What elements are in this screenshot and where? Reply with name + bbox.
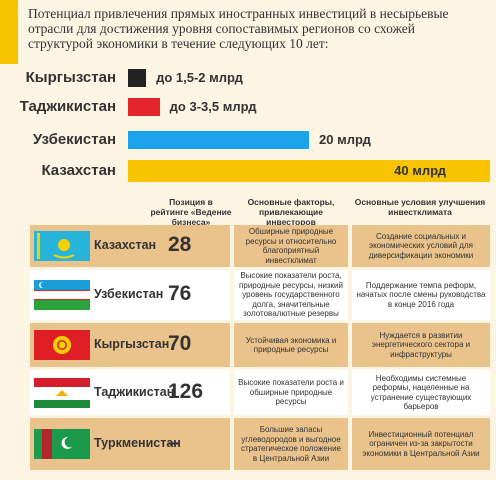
table-row: Казахстан 28 Обширные природные ресурсы и … [30, 225, 490, 267]
bar [128, 69, 147, 87]
cell-text: Создание социальных и экономических усло… [368, 231, 474, 260]
rank: 76 [168, 282, 192, 305]
flag [34, 280, 90, 310]
flag-image [34, 330, 90, 360]
table-row: Таджикистан 126 Высокие показатели роста и… [30, 370, 490, 415]
cell-bg [234, 270, 348, 320]
flag-image [34, 280, 90, 310]
cell-text: Высокие показатели роста и обширные прир… [238, 378, 344, 407]
flag [34, 377, 90, 408]
flag [34, 330, 90, 360]
flag-image [34, 231, 90, 261]
cell-bg [234, 323, 348, 367]
cell-text: Поддержание темпа реформ, начатых после … [356, 280, 486, 309]
value-label: 40 млрд [394, 163, 446, 178]
country-name: Туркменистан [94, 436, 181, 450]
cell-text: Необходимы системные реформы, нацеленные… [370, 373, 472, 412]
cell-bg [234, 418, 348, 470]
column-header: Позиция в рейтинге «Ведение бизнеса» [150, 197, 232, 227]
accent-bar [0, 0, 18, 64]
country-name: Кыргызстан [94, 337, 170, 351]
rank: 70 [168, 332, 192, 355]
cell-bg [234, 370, 348, 415]
cell-bg [352, 323, 490, 367]
cell-bg [352, 225, 490, 267]
cell-bg [352, 418, 490, 470]
value-label: до 3-3,5 млрд [169, 99, 257, 114]
table-row: Узбекистан 76 Высокие показатели роста, пр… [30, 270, 490, 320]
country-name: Таджикистан [94, 384, 175, 399]
flag [34, 429, 90, 459]
table-row: Кыргызстан 70 Устойчивая экономика и приро… [30, 323, 490, 367]
cell-bg [352, 370, 490, 415]
cell-text: Обширные природные ресурсы и относительн… [245, 227, 337, 265]
cell-text: Инвестиционный потенциал ограничен из-за… [362, 429, 480, 458]
rank: 28 [168, 233, 192, 256]
cell-bg [352, 270, 490, 320]
cell-text: Устойчивая экономика и природные ресурсы [245, 335, 337, 355]
rank: 126 [168, 379, 204, 403]
column-header: Основные условия улучшения инвестклимата [354, 197, 486, 217]
bar [128, 98, 160, 116]
category-label: Казахстан [41, 162, 116, 179]
cell-text: Большие запасы углеводородов и выгодное … [241, 425, 341, 463]
value-label: до 1,5-2 млрд [156, 70, 243, 85]
category-label: Кыргызстан [25, 69, 116, 86]
category-label: Таджикистан [19, 98, 116, 115]
value-label: 20 млрд [319, 132, 371, 147]
country-name: Казахстан [94, 238, 157, 252]
flag-image [34, 377, 90, 408]
country-name: Узбекистан [94, 287, 164, 301]
table-row: Туркменистан – Большие запасы углеводородо… [30, 418, 490, 470]
title: Потенциал привлечения прямых иностранных… [28, 6, 449, 51]
flag-image [34, 429, 90, 459]
cell-bg [234, 225, 348, 267]
column-header: Основные факторы, привлекающие инвесторо… [247, 197, 335, 227]
bar [128, 160, 490, 182]
rank: – [168, 431, 180, 454]
category-label: Узбекистан [32, 131, 116, 148]
cell-text: Высокие показатели роста, природные ресу… [239, 271, 343, 319]
cell-text: Нуждается в развитии энергетического сек… [371, 330, 471, 359]
bar [128, 131, 309, 149]
flag [34, 231, 90, 261]
